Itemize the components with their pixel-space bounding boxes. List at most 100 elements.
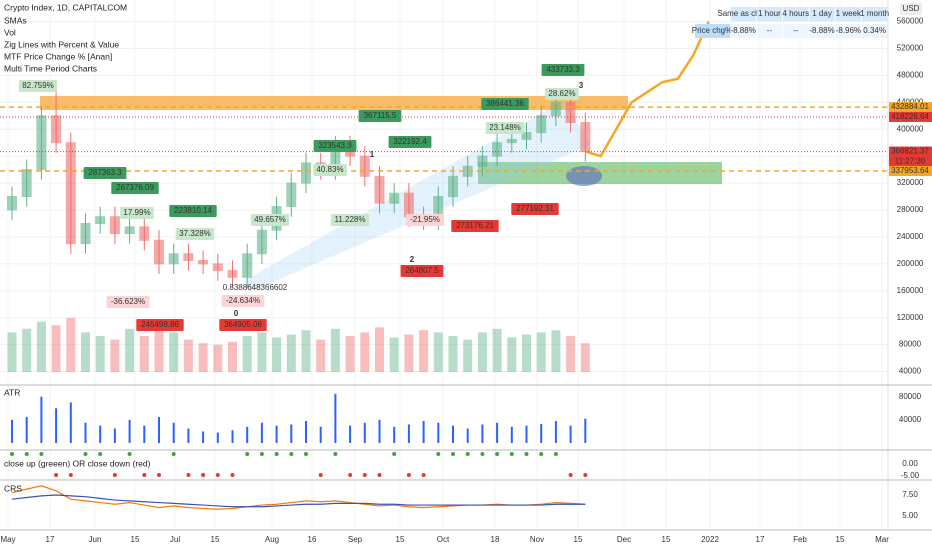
direction-dot [509, 452, 514, 456]
annotation-box [388, 136, 432, 148]
volume-bar [522, 334, 531, 372]
annotation: 28.62% [548, 89, 575, 98]
direction-dot [480, 452, 485, 456]
direction-dot [259, 452, 264, 456]
candle-body [51, 115, 62, 144]
table-cell [835, 24, 861, 38]
candle-body [477, 155, 488, 167]
annotation-box [169, 205, 217, 217]
volume-bar [66, 318, 76, 372]
volume-bar [433, 332, 443, 372]
direction-dot [583, 473, 588, 477]
volume-bar [51, 325, 61, 372]
table-value: -8.96% [836, 26, 861, 35]
y-tick-label: 0.00 [902, 459, 918, 468]
annotation: 386441.36 [486, 99, 524, 108]
direction-dot [68, 473, 73, 477]
direction-dot [333, 452, 338, 456]
annotation-box [250, 214, 290, 226]
y-tick-label: -5.00 [901, 471, 920, 480]
x-tick-label: 2022 [701, 535, 719, 544]
annotation-box [511, 203, 559, 215]
volume-bar [360, 332, 370, 372]
annotation: -36.623% [111, 297, 145, 306]
table-header: 4 hours [782, 9, 809, 18]
annotation-box [451, 220, 499, 232]
direction-dot [112, 473, 117, 477]
direction-dot [421, 473, 426, 477]
table-cell [809, 24, 835, 38]
x-tick-label: 17 [46, 535, 55, 544]
candle-body [389, 192, 400, 204]
price-tag [889, 102, 932, 113]
candle-body [139, 226, 150, 241]
direction-dot [171, 452, 176, 456]
y-tick-label: 40000 [899, 367, 922, 376]
volume-bar [125, 328, 135, 372]
x-tick-label: Nov [530, 535, 544, 544]
wave-label: 1 [370, 150, 375, 159]
price-label: 366821.37 [891, 147, 929, 156]
direction-dot [215, 473, 220, 477]
candle-body [374, 175, 385, 204]
volume-bar [301, 330, 311, 372]
annotation-box [400, 265, 444, 277]
resistance-zone [40, 96, 628, 110]
candle-body [124, 226, 135, 235]
candle-body [550, 101, 561, 117]
volume-bar [272, 337, 282, 372]
volume-bar [95, 336, 105, 372]
annotation: 323543.3 [318, 141, 352, 150]
annotation: 267376.09 [116, 183, 154, 192]
direction-dot [304, 452, 308, 456]
crs-line [11, 494, 586, 508]
x-tick-label: 15 [396, 535, 405, 544]
direction-dot [274, 452, 279, 456]
direction-dot [245, 452, 250, 456]
direction-dot [465, 452, 470, 456]
table-value: -- [793, 26, 799, 35]
candle-body [256, 229, 267, 255]
annotation-box [18, 80, 58, 92]
table-cell [783, 24, 809, 38]
x-tick-label: Oct [437, 535, 450, 544]
currency-box[interactable] [900, 3, 922, 15]
volume-bar [580, 343, 590, 372]
volume-bar [448, 336, 458, 372]
annotation: 367115.5 [364, 111, 397, 120]
currency: USD [903, 4, 920, 13]
annotation-box [358, 110, 402, 122]
volume-bar [257, 332, 267, 372]
candle-body [65, 142, 76, 245]
table-header: 1 week [836, 9, 862, 18]
table-row-label: Price chg% [692, 26, 732, 35]
direction-dot [230, 473, 235, 477]
annotation: 264807.5 [405, 266, 439, 275]
table-cell [783, 7, 809, 21]
x-tick-label: 17 [756, 535, 765, 544]
y-tick-label: 160000 [897, 286, 924, 295]
projection-line [584, 21, 710, 158]
table-header: 1 day [812, 9, 832, 18]
x-tick-label: Jun [89, 535, 102, 544]
marks: 4000080000120000160000200000240000280000… [0, 7, 932, 544]
x-tick-label: 15 [211, 535, 220, 544]
candle-body [21, 169, 32, 198]
direction-dot [201, 473, 206, 477]
y-tick-label: 7.50 [902, 490, 918, 499]
x-tick-label: Mar [875, 535, 889, 544]
volume-bar [183, 339, 193, 372]
volume-bar [213, 344, 223, 372]
direction-dot [54, 473, 59, 477]
pane-title: CRS [4, 483, 22, 493]
table-cell [756, 24, 783, 38]
x-tick-label: Aug [265, 535, 279, 544]
volume-bar [7, 332, 17, 372]
price-label: 432884.01 [891, 102, 929, 111]
y-tick-label: 5.00 [902, 511, 918, 520]
direction-dot [39, 452, 44, 456]
annotation: 277192.31 [516, 204, 554, 213]
direction-dot [24, 452, 29, 456]
direction-dot [495, 452, 500, 456]
y-tick-label: 80000 [899, 392, 922, 401]
